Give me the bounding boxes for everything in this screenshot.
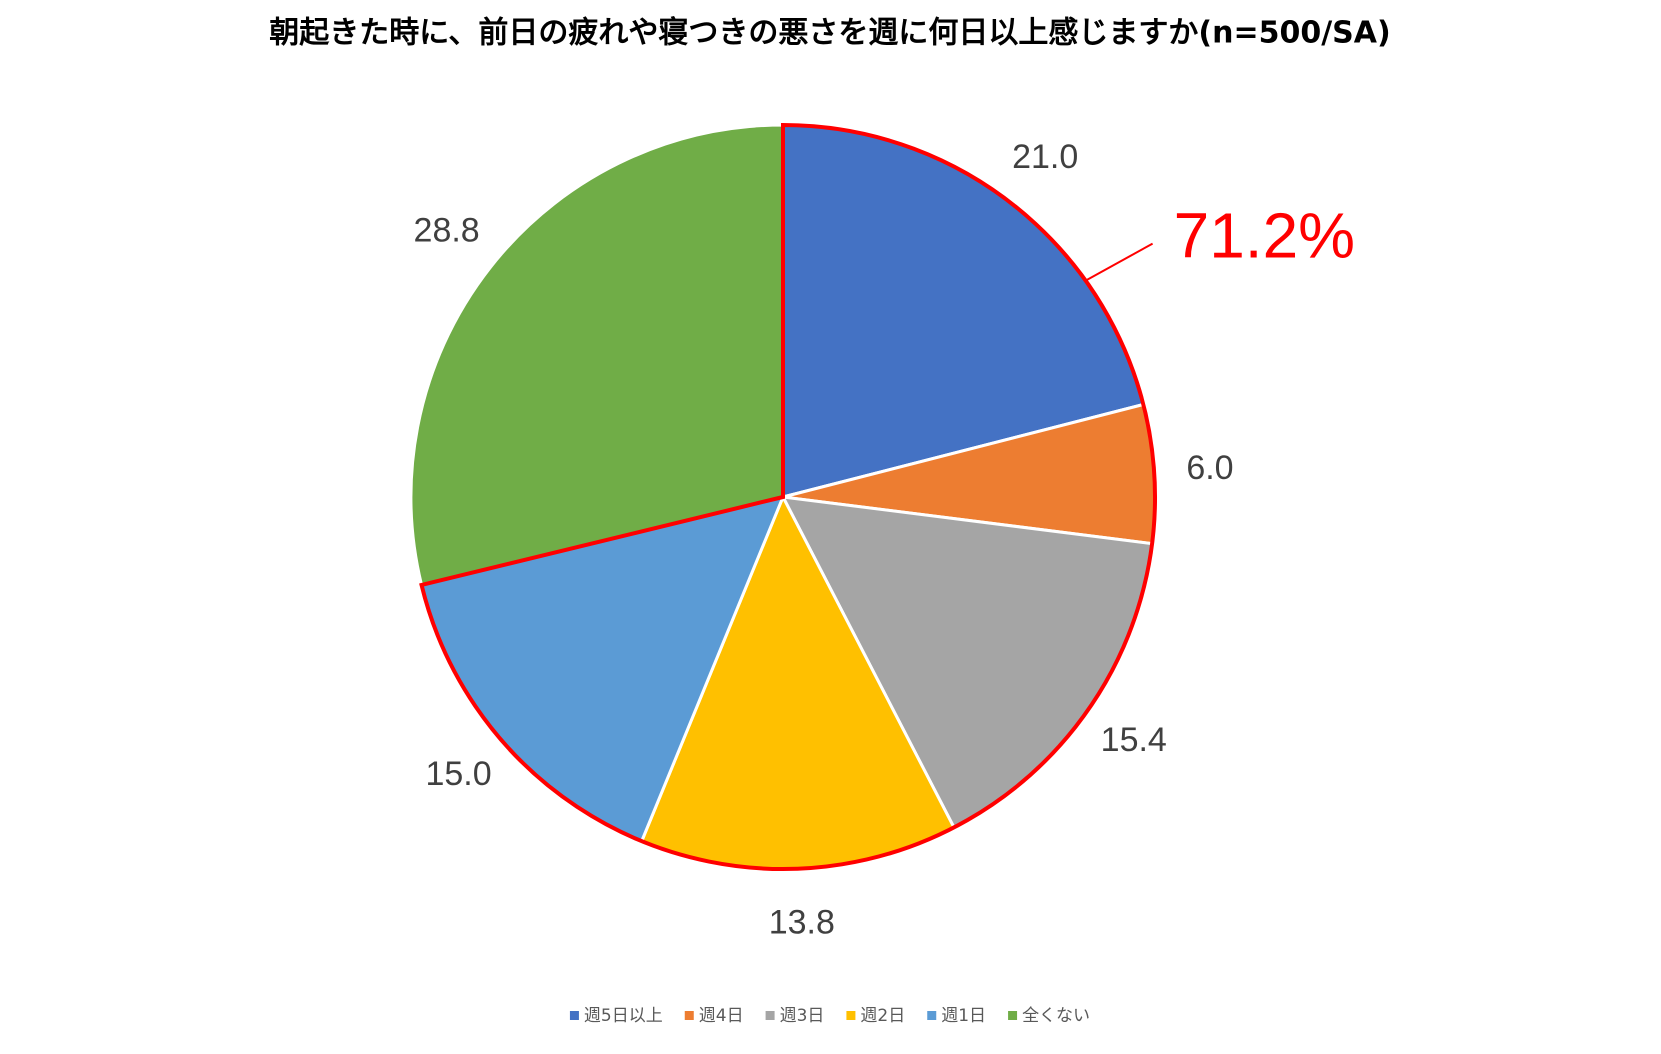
legend-label: 週5日以上	[584, 1006, 663, 1026]
legend-swatch	[569, 1011, 579, 1020]
data-label: 6.0	[1186, 449, 1233, 487]
legend-label: 週1日	[941, 1006, 986, 1026]
legend-label: 全くない	[1022, 1006, 1090, 1026]
annotation-leader	[1085, 242, 1154, 282]
data-label: 21.0	[1012, 138, 1078, 176]
highlight-outline	[419, 122, 1157, 871]
legend-swatch	[846, 1011, 856, 1020]
legend-label: 週3日	[780, 1006, 825, 1026]
legend-swatch	[765, 1011, 775, 1020]
legend-label: 週2日	[860, 1006, 905, 1026]
legend-swatch	[1008, 1011, 1018, 1020]
chart-title: 朝起きた時に、前日の疲れや寝つきの悪さを週に何日以上感じますか(n=500/SA…	[269, 16, 1390, 51]
legend-swatch	[684, 1011, 694, 1020]
legend-label: 週4日	[699, 1006, 744, 1026]
data-label: 15.4	[1101, 721, 1167, 759]
pie-slice	[409, 123, 785, 587]
annotation: 71.2%	[1174, 200, 1355, 272]
data-label: 15.0	[425, 755, 491, 793]
data-label: 13.8	[769, 903, 835, 941]
data-label: 28.8	[414, 212, 480, 250]
legend-swatch	[927, 1011, 937, 1020]
